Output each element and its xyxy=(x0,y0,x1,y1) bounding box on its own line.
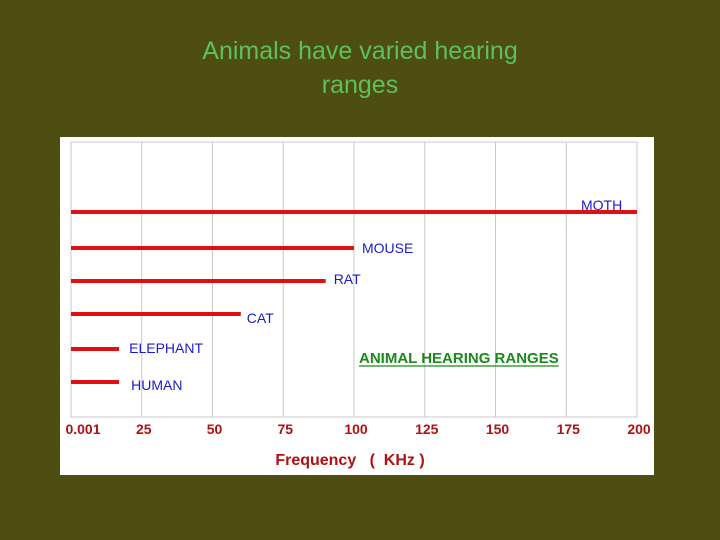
x-tick-label: 75 xyxy=(277,421,293,437)
x-tick-label: 25 xyxy=(136,421,152,437)
bar-label-moth: MOTH xyxy=(581,197,622,213)
bar-label-mouse: MOUSE xyxy=(362,240,413,256)
x-tick-label: 200 xyxy=(627,421,651,437)
bar-label-elephant: ELEPHANT xyxy=(129,340,203,356)
x-tick-label: 175 xyxy=(557,421,581,437)
slide-title: Animals have varied hearing ranges xyxy=(0,34,720,102)
bar-label-rat: RAT xyxy=(334,271,361,287)
chart-title: ANIMAL HEARING RANGES xyxy=(359,350,559,367)
x-tick-label: 0.001 xyxy=(65,421,100,437)
x-tick-label: 125 xyxy=(415,421,439,437)
slide-title-line-1: Animals have varied hearing xyxy=(202,37,518,65)
x-tick-label: 50 xyxy=(207,421,223,437)
x-axis-label: Frequency ( KHz ) xyxy=(275,452,424,469)
hearing-range-chart: 0.001 25 50 75 100 125 150 175 200 MOTH MOUSE RAT CA… xyxy=(60,137,654,475)
bar-label-cat: CAT xyxy=(247,310,274,326)
bar-label-human: HUMAN xyxy=(131,377,182,393)
x-tick-label: 150 xyxy=(486,421,510,437)
slide-title-line-2: ranges xyxy=(321,71,399,99)
x-tick-label: 100 xyxy=(344,421,368,437)
